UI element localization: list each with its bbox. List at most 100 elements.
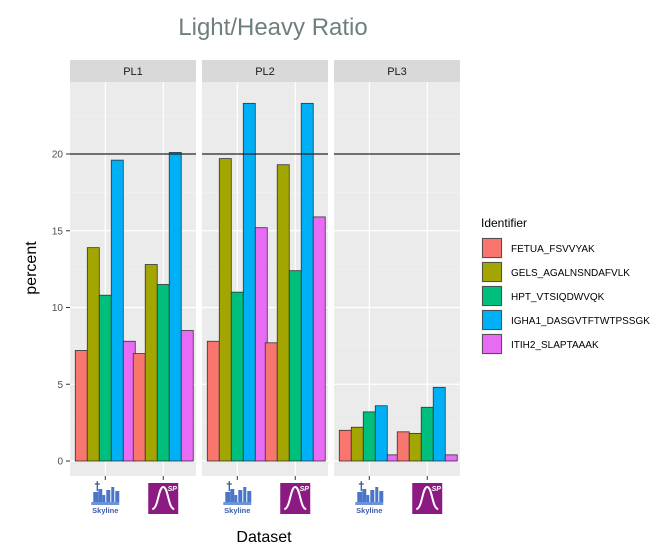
legend-label: FETUA_FSVVYAK [511, 244, 595, 255]
panel-strip-label: PL3 [387, 66, 407, 78]
panel-strip-label: PL2 [255, 66, 275, 78]
logo-building [111, 487, 115, 502]
bar-hpt_vtsiqdwvqk-pl3-skyline [362, 411, 376, 462]
sp-logo-icon [280, 483, 311, 514]
y-tick-label: 5 [57, 380, 63, 391]
panel-strip-label: PL1 [123, 66, 143, 78]
x-category-label: Skyline [356, 506, 382, 515]
bar-fetua_fsvvyak-pl2-sp [264, 342, 278, 462]
x-category-sp: SP [148, 483, 179, 514]
x-category-sp: SP [280, 483, 311, 514]
bar-hpt_vtsiqdwvqk-pl2-sp [288, 270, 302, 462]
x-category-label: Skyline [92, 506, 118, 515]
x-category-skyline: Skyline [90, 481, 121, 515]
bar-gels_agalnsndafvlk-pl1-skyline [86, 247, 100, 462]
panels: PL1 PL2 PL3 [70, 60, 460, 476]
x-axis-title: Dataset [236, 529, 292, 546]
panel-pl3: PL3 [334, 60, 460, 476]
panel-pl2: PL2 [202, 60, 328, 476]
logo-building [247, 491, 252, 502]
legend-swatch [482, 334, 502, 354]
bar-igha1_dasgvtftwtpssgk-pl3-sp [432, 386, 446, 462]
logo-building [225, 492, 231, 502]
y-axis-title: percent [23, 241, 40, 295]
legend-swatch [482, 262, 502, 282]
bar-itih2_slaptaaak-pl1-sp [180, 330, 194, 462]
sp-logo-icon [148, 483, 179, 514]
logo-peak [151, 485, 175, 510]
skyline-logo-icon [222, 481, 253, 513]
bar-hpt_vtsiqdwvqk-pl3-sp [420, 406, 434, 462]
bar-itih2_slaptaaak-pl3-sp [444, 454, 458, 462]
legend-item: IGHA1_DASGVTFTWTPSSGK [481, 309, 650, 331]
logo-building [93, 492, 99, 502]
bar-fetua_fsvvyak-pl1-skyline [74, 350, 88, 462]
logo-building [370, 490, 375, 502]
legend-label: IGHA1_DASGVTFTWTPSSGK [511, 316, 650, 327]
logo-building [366, 495, 370, 502]
legend: Identifier FETUA_FSVVYAK GELS_AGALNSNDAFVL… [481, 216, 650, 355]
bar-hpt_vtsiqdwvqk-pl1-sp [156, 284, 170, 462]
bar-fetua_fsvvyak-pl2-skyline [206, 340, 220, 462]
bar-hpt_vtsiqdwvqk-pl1-skyline [98, 294, 112, 462]
logo-building [102, 495, 106, 502]
panel-strip [334, 60, 460, 82]
logo-base [355, 502, 384, 505]
legend-item: HPT_VTSIQDWVQK [481, 285, 605, 307]
bar-gels_agalnsndafvlk-pl3-skyline [350, 426, 364, 462]
x-category-skyline: Skyline [354, 481, 385, 515]
y-tick-label: 15 [52, 226, 64, 237]
logo-building [357, 492, 363, 502]
bar-fetua_fsvvyak-pl3-skyline [338, 429, 352, 462]
logo-base [223, 502, 252, 505]
x-category-skyline: Skyline [222, 481, 253, 515]
logo-building [115, 491, 120, 502]
legend-item: ITIH2_SLAPTAAAK [481, 333, 599, 355]
y-tick-label: 20 [52, 150, 64, 161]
legend-label: ITIH2_SLAPTAAAK [511, 340, 599, 351]
legend-item: GELS_AGALNSNDAFVLK [481, 261, 630, 283]
logo-base [91, 502, 120, 505]
panel-strip [202, 60, 328, 82]
logo-building [243, 487, 247, 502]
y-tick-label: 10 [52, 303, 64, 314]
logo-peak [283, 485, 307, 510]
legend-item: FETUA_FSVVYAK [481, 237, 595, 259]
logo-building [238, 490, 243, 502]
bar-gels_agalnsndafvlk-pl2-sp [276, 164, 290, 462]
panel-strip [70, 60, 196, 82]
bar-gels_agalnsndafvlk-pl3-sp [408, 432, 422, 462]
bar-igha1_dasgvtftwtpssgk-pl3-skyline [374, 405, 388, 462]
bar-igha1_dasgvtftwtpssgk-pl2-sp [300, 102, 314, 462]
x-category-sp: SP [412, 483, 443, 514]
logo-building [379, 491, 384, 502]
logo-building [98, 489, 103, 502]
sp-logo-icon [412, 483, 443, 514]
legend-label: HPT_VTSIQDWVQK [511, 292, 605, 303]
x-category-label: Skyline [224, 506, 250, 515]
bar-igha1_dasgvtftwtpssgk-pl1-sp [168, 152, 182, 462]
logo-building [362, 489, 367, 502]
logo-building [106, 490, 111, 502]
skyline-logo-icon [354, 481, 385, 513]
legend-label: GELS_AGALNSNDAFVLK [511, 268, 630, 279]
bar-fetua_fsvvyak-pl1-sp [132, 353, 146, 462]
bar-hpt_vtsiqdwvqk-pl2-skyline [230, 291, 244, 462]
x-axis: Skyline SP Skyline SP Skyline SP [90, 476, 443, 515]
bar-gels_agalnsndafvlk-pl2-skyline [218, 158, 232, 462]
x-category-label: SP [168, 486, 178, 493]
legend-swatch [482, 286, 502, 306]
bar-itih2_slaptaaak-pl2-sp [312, 216, 326, 462]
bar-gels_agalnsndafvlk-pl1-sp [144, 264, 158, 462]
y-tick-label: 0 [57, 457, 63, 468]
bar-igha1_dasgvtftwtpssgk-pl2-skyline [242, 102, 256, 462]
x-category-label: SP [300, 486, 310, 493]
skyline-logo-icon [90, 481, 121, 513]
bar-fetua_fsvvyak-pl3-sp [396, 431, 410, 462]
panel-pl1: PL1 [70, 60, 196, 476]
bar-igha1_dasgvtftwtpssgk-pl1-skyline [110, 159, 124, 462]
x-category-label: SP [432, 486, 442, 493]
logo-building [375, 487, 379, 502]
legend-title: Identifier [481, 216, 527, 230]
